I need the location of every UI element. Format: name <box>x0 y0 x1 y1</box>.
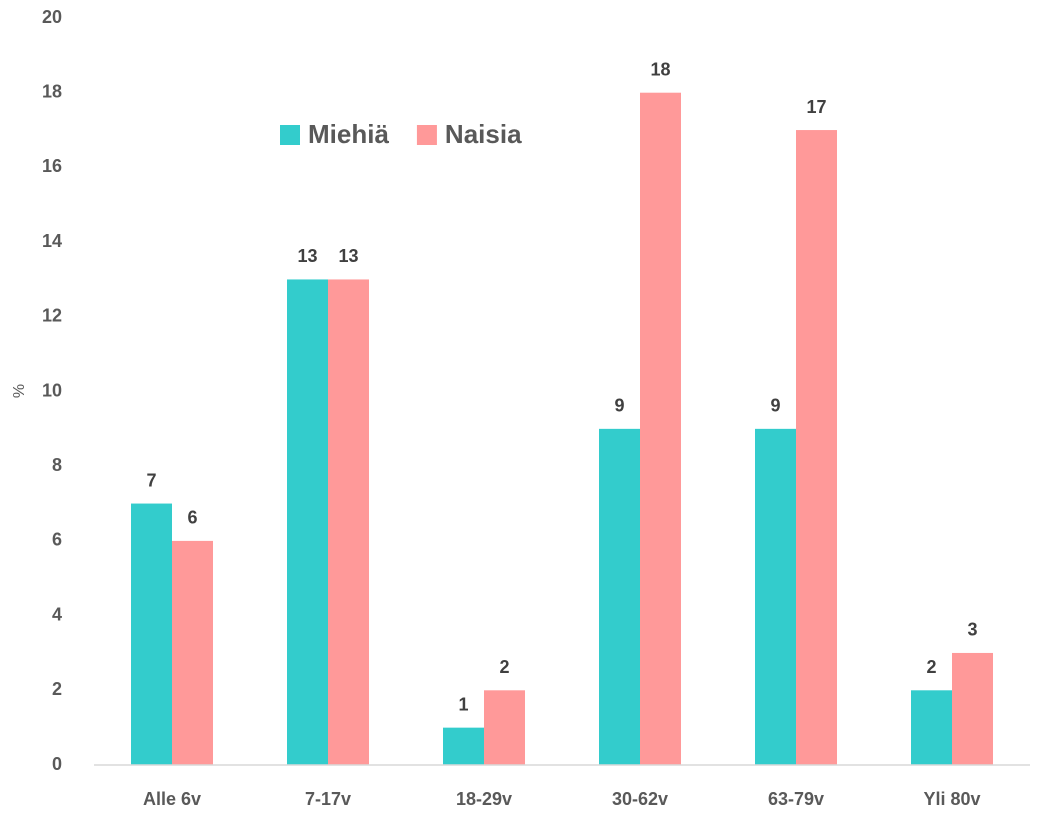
y-tick-label: 6 <box>52 530 62 550</box>
x-tick-label: 63-79v <box>768 789 824 809</box>
bar <box>287 279 328 765</box>
data-label: 2 <box>926 657 936 677</box>
data-label: 6 <box>187 508 197 528</box>
y-tick-label: 2 <box>52 679 62 699</box>
y-tick-label: 16 <box>42 156 62 176</box>
y-tick-label: 20 <box>42 7 62 27</box>
bar <box>328 279 369 765</box>
y-tick-label: 18 <box>42 81 62 101</box>
data-label: 13 <box>297 246 317 266</box>
bar <box>755 428 796 765</box>
data-label: 2 <box>499 657 509 677</box>
y-axis-label: % <box>11 384 28 398</box>
y-tick-label: 10 <box>42 380 62 400</box>
bar <box>911 690 952 765</box>
y-tick-label: 14 <box>42 231 62 251</box>
bar <box>131 503 172 765</box>
bar <box>172 540 213 765</box>
bar <box>952 652 993 765</box>
y-tick-label: 8 <box>52 455 62 475</box>
data-label: 9 <box>770 396 780 416</box>
bar <box>484 690 525 765</box>
bar <box>796 130 837 766</box>
x-tick-label: 18-29v <box>456 789 512 809</box>
legend-swatch <box>280 125 300 145</box>
data-label: 7 <box>146 470 156 490</box>
x-tick-label: Alle 6v <box>143 789 201 809</box>
y-tick-label: 12 <box>42 306 62 326</box>
x-tick-label: 7-17v <box>305 789 351 809</box>
x-tick-label: 30-62v <box>612 789 668 809</box>
y-tick-label: 0 <box>52 754 62 774</box>
data-label: 1 <box>458 694 468 714</box>
data-label: 3 <box>967 620 977 640</box>
bar <box>599 428 640 765</box>
data-label: 13 <box>338 246 358 266</box>
legend-swatch <box>416 125 437 145</box>
y-tick-label: 4 <box>52 604 62 624</box>
legend-label: Miehiä <box>308 119 389 149</box>
legend-label: Naisia <box>445 119 522 149</box>
x-tick-label: Yli 80v <box>923 789 980 809</box>
bar <box>443 727 484 765</box>
data-label: 18 <box>650 59 670 79</box>
data-label: 9 <box>614 396 624 416</box>
bar <box>640 92 681 765</box>
data-label: 17 <box>806 97 826 117</box>
